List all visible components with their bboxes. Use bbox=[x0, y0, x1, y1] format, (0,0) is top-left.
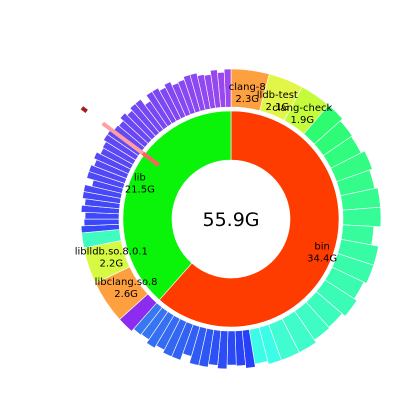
label-clang-check-line: 1.9G bbox=[290, 115, 314, 126]
slice-bin[interactable] bbox=[158, 110, 340, 328]
slices-layer bbox=[80, 68, 382, 370]
label-libclang-so-8-line: 2.6G bbox=[114, 289, 138, 300]
slice-outer-5-2[interactable] bbox=[226, 330, 237, 366]
label-clang-check: clang-check 1.9G bbox=[272, 103, 332, 126]
slice-outer-10-35[interactable] bbox=[223, 68, 232, 108]
detached-slice-0[interactable] bbox=[141, 151, 161, 167]
label-libclang-so-8-line: libclang.so.8 bbox=[95, 277, 158, 288]
label-libclang-so-8: libclang.so.8 2.6G bbox=[95, 277, 158, 300]
label-bin-line: bin bbox=[314, 242, 329, 253]
label-lib-line: 21.5G bbox=[125, 184, 155, 195]
label-lib-line: lib bbox=[134, 172, 146, 183]
label-lldb-test: lldb-test 2.1G bbox=[257, 90, 298, 113]
slice-outer-3-6[interactable] bbox=[342, 206, 382, 228]
label-clang-8-line: clang-8 bbox=[229, 82, 266, 93]
detached-slice-2[interactable] bbox=[80, 106, 88, 113]
label-liblldb-so-8-0-1-line: liblldb.so.8.0.1 bbox=[75, 246, 148, 257]
label-clang-check-line: clang-check bbox=[272, 103, 332, 114]
label-bin-line: 34.4G bbox=[307, 254, 337, 265]
label-lldb-test-line: 2.1G bbox=[266, 102, 290, 113]
total-size-label: 55.9G bbox=[202, 209, 259, 231]
label-clang-8: clang-8 2.3G bbox=[229, 82, 266, 105]
label-liblldb-so-8-0-1: liblldb.so.8.0.1 2.2G bbox=[75, 246, 148, 269]
label-clang-8-line: 2.3G bbox=[235, 94, 259, 105]
label-liblldb-so-8-0-1-line: 2.2G bbox=[99, 258, 123, 269]
label-lldb-test-line: lldb-test bbox=[257, 90, 298, 101]
label-lib: lib 21.5G bbox=[125, 172, 155, 195]
detached-slice-1[interactable] bbox=[101, 121, 145, 155]
label-bin: bin 34.4G bbox=[307, 242, 337, 265]
